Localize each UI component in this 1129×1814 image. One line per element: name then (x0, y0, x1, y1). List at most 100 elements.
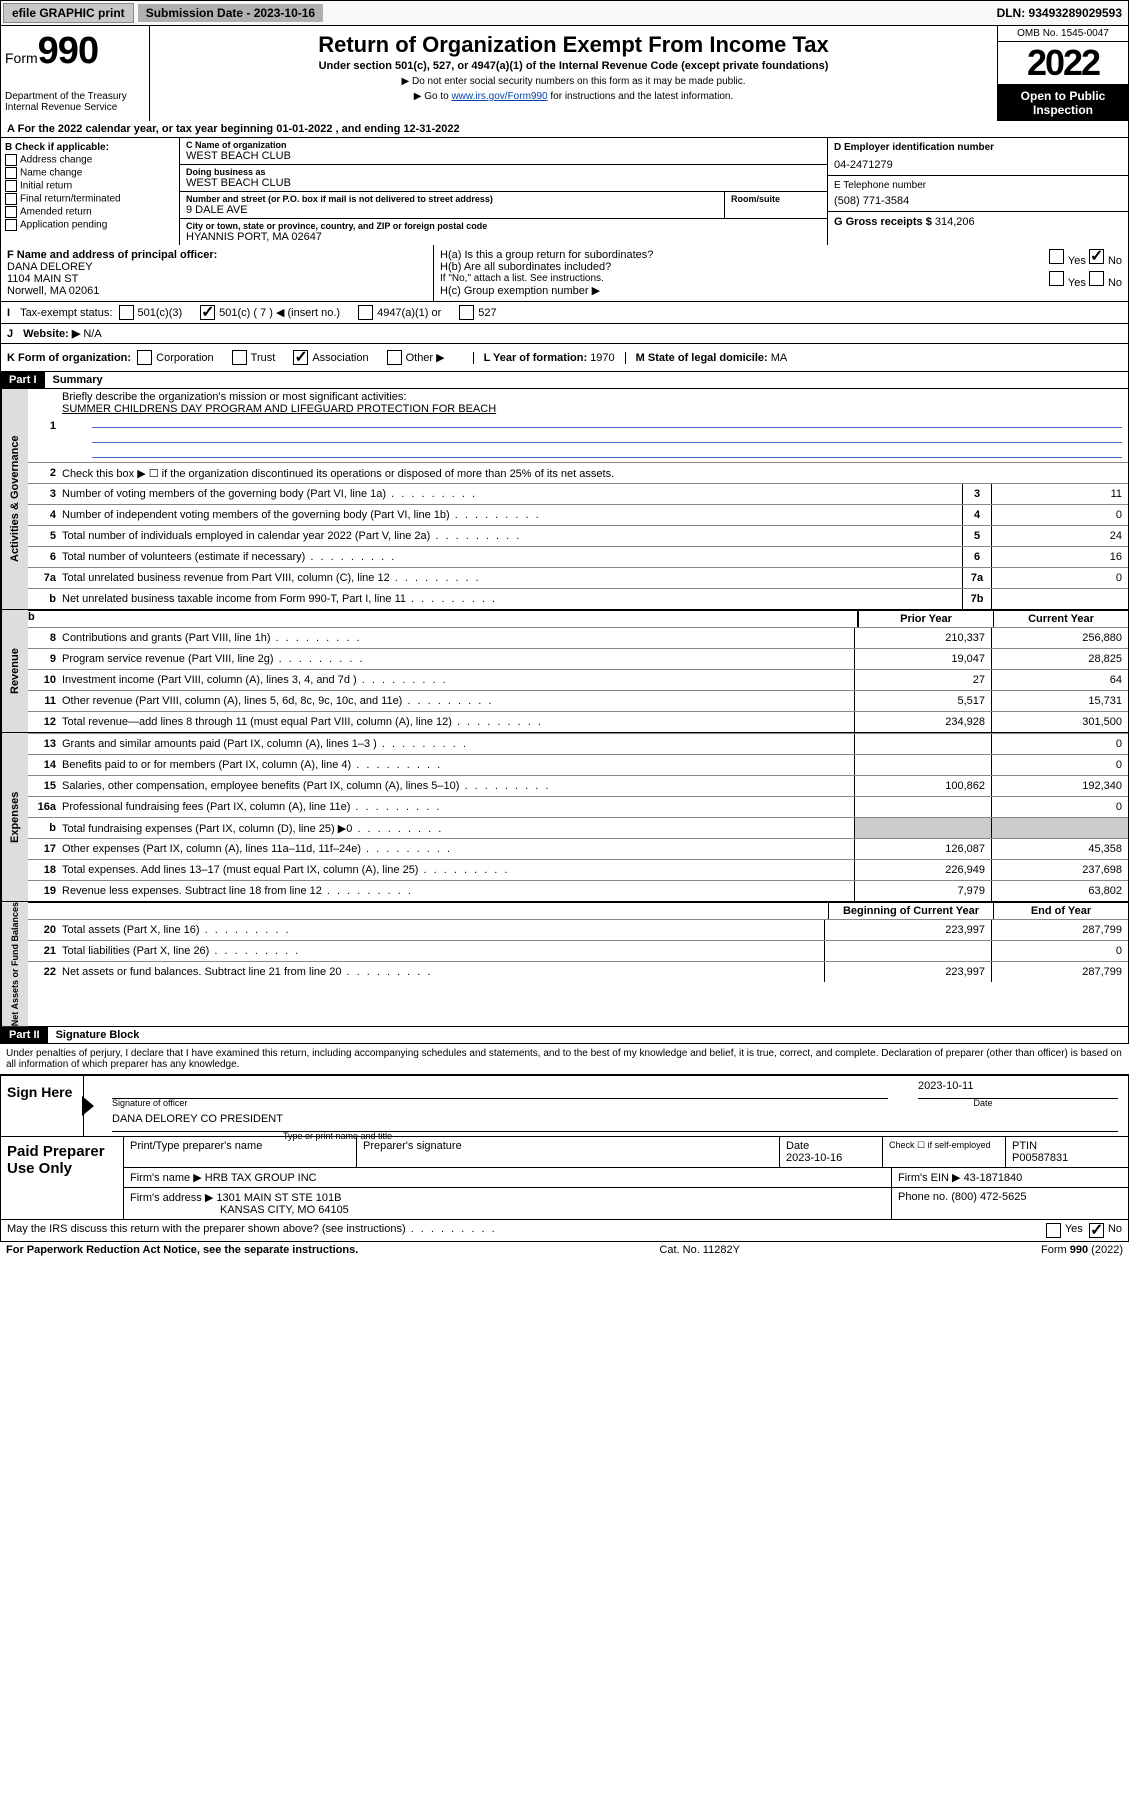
ein-label: D Employer identification number (834, 142, 1122, 153)
form-footer: Form 990 (2022) (1041, 1244, 1123, 1256)
pp-date: 2023-10-16 (786, 1152, 842, 1164)
ha-label: H(a) Is this a group return for subordin… (440, 249, 653, 261)
exp-14-text: Benefits paid to or for members (Part IX… (62, 757, 854, 773)
chk-527[interactable] (459, 305, 474, 320)
rev-8-text: Contributions and grants (Part VIII, lin… (62, 630, 854, 646)
dba-name: WEST BEACH CLUB (186, 177, 821, 189)
tax-year: 2022 (998, 42, 1128, 85)
line-b-box: 7b (962, 589, 992, 609)
line-3-value: 11 (992, 484, 1128, 504)
na-20-begin: 223,997 (824, 920, 991, 940)
ha-yes[interactable] (1049, 249, 1064, 264)
line-6-box: 6 (962, 547, 992, 567)
tab-expenses: Expenses (1, 733, 28, 901)
k-label: K Form of organization: (7, 352, 131, 364)
chk-4947[interactable] (358, 305, 373, 320)
top-toolbar: efile GRAPHIC print Submission Date - 20… (0, 0, 1129, 26)
line-5-value: 24 (992, 526, 1128, 546)
part2-title: Signature Block (48, 1027, 148, 1043)
omb-number: OMB No. 1545-0047 (998, 26, 1128, 42)
discuss-yes[interactable] (1046, 1223, 1061, 1238)
line-a-text: For the 2022 calendar year, or tax year … (18, 123, 460, 135)
hb-no[interactable] (1089, 271, 1104, 286)
row-j: J Website: ▶ N/A (1, 324, 1128, 344)
firm-addr1: 1301 MAIN ST STE 101B (216, 1192, 341, 1204)
chk-assoc[interactable] (293, 350, 308, 365)
exp-17-text: Other expenses (Part IX, column (A), lin… (62, 841, 854, 857)
chk-501c3[interactable] (119, 305, 134, 320)
row-k: K Form of organization: Corporation Trus… (1, 344, 1128, 371)
chk-trust[interactable] (232, 350, 247, 365)
exp-18-text: Total expenses. Add lines 13–17 (must eq… (62, 862, 854, 878)
sig-date-label: Date (973, 1098, 992, 1108)
l-label: L Year of formation: (484, 352, 588, 364)
paid-preparer-block: Paid Preparer Use Only Print/Type prepar… (0, 1137, 1129, 1220)
chk-final-return[interactable]: Final return/terminated (5, 193, 175, 205)
header-left: Form990 Department of the Treasury Inter… (1, 26, 150, 121)
officer-addr2: Norwell, MA 02061 (7, 285, 99, 297)
line-4-text: Number of independent voting members of … (62, 507, 962, 523)
chk-name-change[interactable]: Name change (5, 167, 175, 179)
officer-printed-name: DANA DELOREY CO PRESIDENT (112, 1113, 283, 1125)
chk-amended[interactable]: Amended return (5, 206, 175, 218)
part1-hdr: Part I (1, 372, 45, 388)
na-21-begin (824, 941, 991, 961)
irs-link[interactable]: www.irs.gov/Form990 (451, 91, 547, 102)
line-3-text: Number of voting members of the governin… (62, 486, 962, 502)
exp-15-prior: 100,862 (854, 776, 991, 796)
line-b-value (992, 589, 1128, 609)
exp-14-curr: 0 (991, 755, 1128, 775)
exp-16a-text: Professional fundraising fees (Part IX, … (62, 799, 854, 815)
rev-9-prior: 19,047 (854, 649, 991, 669)
sig-date: 2023-10-11 (918, 1080, 973, 1092)
na-21-end: 0 (991, 941, 1128, 961)
hb-label: H(b) Are all subordinates included? (440, 261, 611, 273)
ha-no[interactable] (1089, 249, 1104, 264)
exp-16a-curr: 0 (991, 797, 1128, 817)
firm-phone-label: Phone no. (898, 1191, 948, 1203)
org-name-label: C Name of organization (186, 140, 821, 150)
officer-name: DANA DELOREY (7, 261, 93, 273)
hb-yes[interactable] (1049, 271, 1064, 286)
sig-officer-label: Signature of officer (112, 1098, 187, 1108)
col-beginning: Beginning of Current Year (828, 903, 993, 919)
form-sub1: Under section 501(c), 527, or 4947(a)(1)… (154, 60, 993, 72)
rev-12-curr: 301,500 (991, 712, 1128, 732)
exp-15-curr: 192,340 (991, 776, 1128, 796)
line-5-text: Total number of individuals employed in … (62, 528, 962, 544)
na-20-text: Total assets (Part X, line 16) (62, 922, 824, 938)
pp-name-label: Print/Type preparer's name (130, 1140, 262, 1152)
chk-app-pending[interactable]: Application pending (5, 219, 175, 231)
row-i: I Tax-exempt status: 501(c)(3) 501(c) ( … (1, 302, 1128, 324)
tab-governance: Activities & Governance (1, 389, 28, 609)
website-value: N/A (83, 328, 101, 340)
form-title: Return of Organization Exempt From Incom… (154, 32, 993, 58)
col-c-org: C Name of organization WEST BEACH CLUB D… (180, 138, 827, 245)
rev-10-curr: 64 (991, 670, 1128, 690)
chk-other[interactable] (387, 350, 402, 365)
paid-preparer-label: Paid Preparer Use Only (1, 1137, 124, 1219)
chk-address-change[interactable]: Address change (5, 154, 175, 166)
may-discuss-row: May the IRS discuss this return with the… (0, 1220, 1129, 1242)
line-3-box: 3 (962, 484, 992, 504)
ein-value: 04-2471279 (834, 159, 1122, 171)
chk-501c[interactable] (200, 305, 215, 320)
efile-print-button[interactable]: efile GRAPHIC print (3, 3, 134, 23)
exp-13-text: Grants and similar amounts paid (Part IX… (62, 736, 854, 752)
rev-11-text: Other revenue (Part VIII, column (A), li… (62, 693, 854, 709)
chk-corp[interactable] (137, 350, 152, 365)
part-i: Part ISummary Activities & Governance 1 … (0, 372, 1129, 1027)
discuss-no[interactable] (1089, 1223, 1104, 1238)
sign-arrow-icon (82, 1096, 94, 1116)
f-label: F Name and address of principal officer: (7, 249, 217, 261)
chk-initial-return[interactable]: Initial return (5, 180, 175, 192)
exp-19-curr: 63,802 (991, 881, 1128, 901)
firm-addr-label: Firm's address ▶ (130, 1192, 213, 1204)
phone-value: (508) 771-3584 (834, 195, 1122, 207)
exp-14-prior (854, 755, 991, 775)
pp-self-employed[interactable]: Check ☐ if self-employed (883, 1137, 1006, 1167)
exp-19-text: Revenue less expenses. Subtract line 18 … (62, 883, 854, 899)
part2-hdr: Part II (1, 1027, 48, 1043)
room-label: Room/suite (731, 194, 821, 204)
website-label: Website: ▶ (23, 327, 80, 340)
